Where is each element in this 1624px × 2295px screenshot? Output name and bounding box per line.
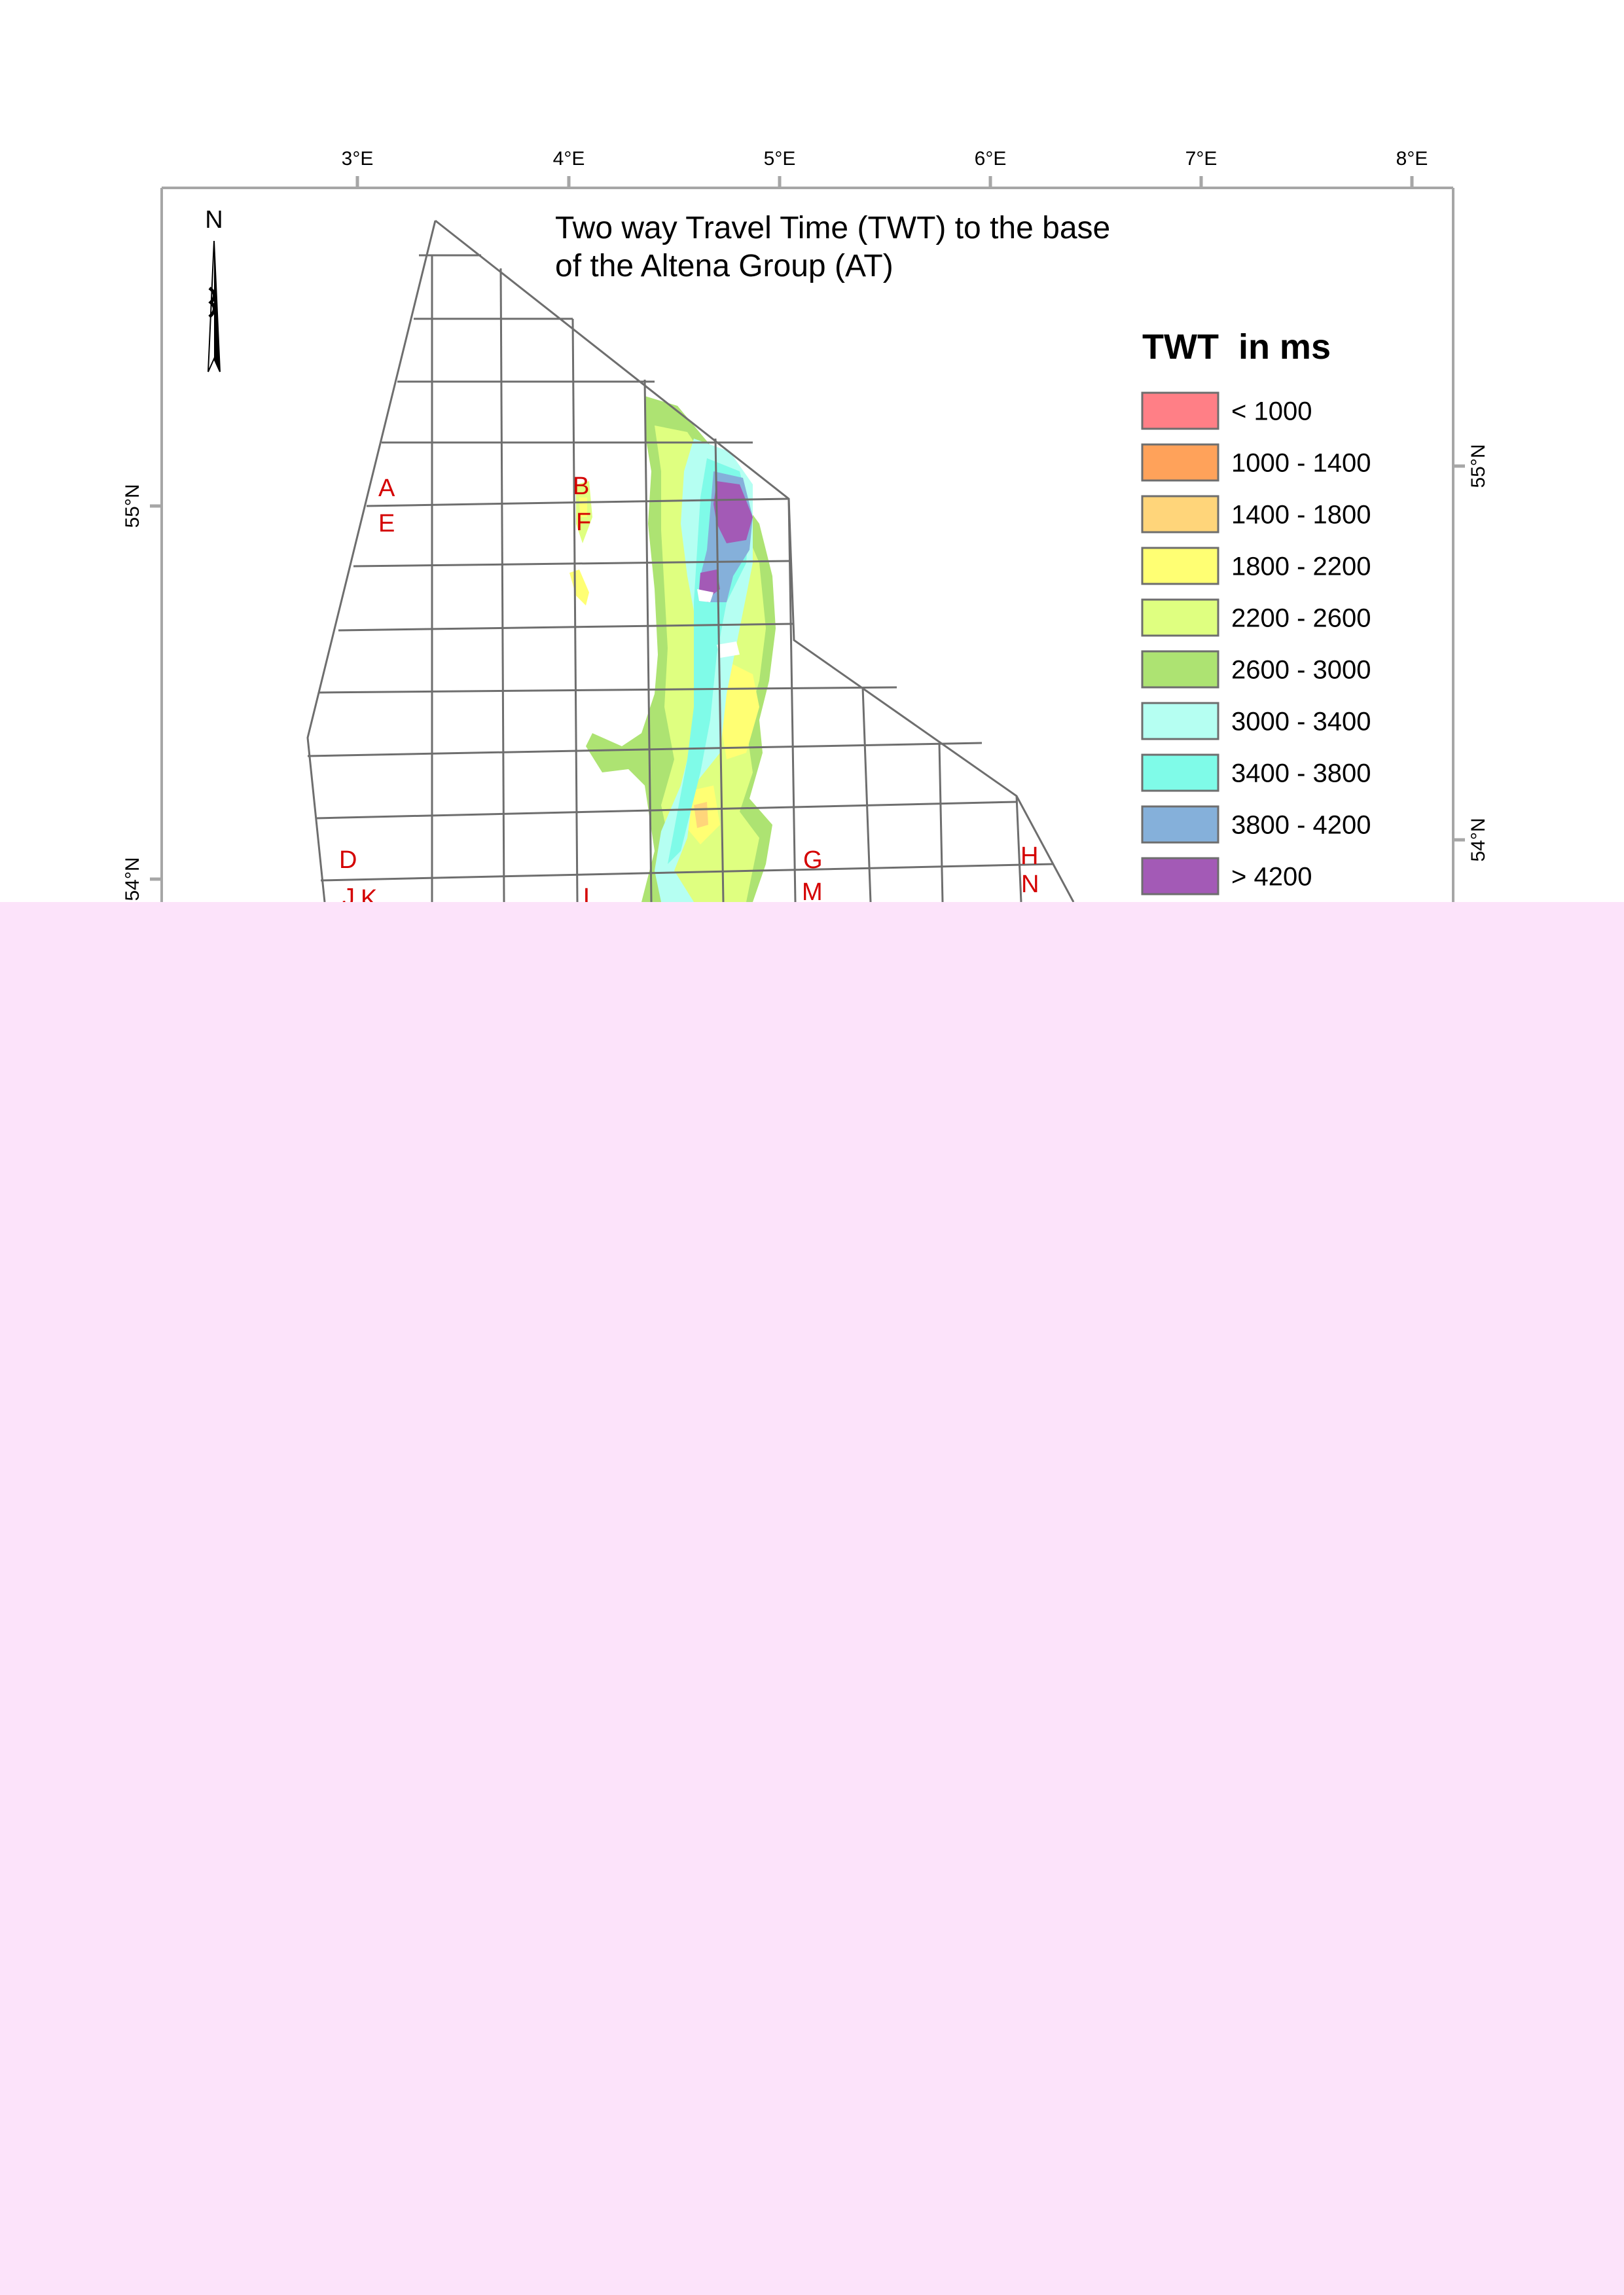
- legend-label: 1800 - 2200: [1231, 552, 1371, 581]
- block-label-n: N: [1021, 871, 1039, 898]
- twt-zone-over-4200: [713, 481, 753, 543]
- legend-swatch: [1141, 702, 1219, 740]
- latitude-labels: 55°N 54°N 55°N 54°N: [122, 444, 1489, 901]
- north-label: N: [205, 206, 223, 234]
- twt-zone-white-hole-2: [717, 642, 740, 658]
- legend: TWT in ms < 1000 1000 - 1400 1400 - 1800 18…: [1141, 327, 1371, 895]
- lon-label-7e: 7°E: [1185, 148, 1218, 170]
- block-label-e: E: [378, 510, 395, 537]
- map-title-line2: of the Altena Group (AT): [555, 249, 893, 283]
- block-label-a: A: [378, 475, 395, 502]
- legend-swatch: [1141, 495, 1219, 533]
- twt-surface: [569, 396, 776, 902]
- legend-swatch: [1141, 753, 1219, 792]
- legend-label: < 1000: [1231, 397, 1312, 426]
- longitude-labels: 3°E 4°E 5°E 6°E 7°E 8°E: [342, 148, 1428, 170]
- block-grid: [306, 219, 1075, 903]
- legend-label: 2200 - 2600: [1231, 604, 1371, 633]
- lon-label-8e: 8°E: [1396, 148, 1428, 170]
- lat-label-55n-right: 55°N: [1468, 444, 1489, 488]
- block-label-h: H: [1020, 842, 1038, 870]
- legend-swatch: [1141, 805, 1219, 844]
- legend-swatch: [1141, 547, 1219, 585]
- block-label-f: F: [576, 509, 591, 536]
- legend-label: > 4200: [1231, 863, 1312, 892]
- legend-label: 1400 - 1800: [1231, 501, 1371, 530]
- legend-swatch: [1141, 857, 1219, 895]
- legend-label: 3000 - 3400: [1231, 708, 1371, 736]
- legend-swatch: [1141, 443, 1219, 482]
- legend-label: 1000 - 1400: [1231, 449, 1371, 478]
- legend-label: 3400 - 3800: [1231, 759, 1371, 788]
- lon-label-3e: 3°E: [342, 148, 374, 170]
- map-title: Two way Travel Time (TWT) to the base of…: [555, 211, 1110, 283]
- pink-overlay-area: [0, 902, 1624, 2295]
- twt-zone-white-hole-1: [697, 589, 713, 602]
- lon-label-4e: 4°E: [553, 148, 585, 170]
- longitude-ticks: [355, 176, 1414, 188]
- map-title-line1: Two way Travel Time (TWT) to the base: [555, 211, 1110, 245]
- block-label-d: D: [339, 846, 357, 874]
- legend-swatch: [1141, 598, 1219, 637]
- legend-items: < 1000 1000 - 1400 1400 - 1800 1800 - 2200 2…: [1141, 391, 1371, 895]
- legend-swatch: [1141, 391, 1219, 430]
- legend-label: 3800 - 4200: [1231, 811, 1371, 840]
- block-label-g: G: [803, 846, 823, 874]
- block-label-m: M: [802, 878, 823, 906]
- latitude-ticks: [150, 464, 1465, 881]
- lat-label-54n-left: 54°N: [122, 857, 143, 901]
- legend-swatch: [1141, 650, 1219, 689]
- legend-label: 2600 - 3000: [1231, 656, 1371, 685]
- twt-zone-west-blob: [569, 569, 589, 605]
- legend-title: TWT in ms: [1142, 327, 1331, 367]
- lon-label-6e: 6°E: [975, 148, 1007, 170]
- lat-label-55n-left: 55°N: [122, 484, 143, 528]
- block-label-b: B: [573, 473, 589, 500]
- lon-label-5e: 5°E: [764, 148, 796, 170]
- north-arrow: N: [205, 206, 223, 372]
- map-frame: [160, 187, 1454, 902]
- lat-label-54n-right: 54°N: [1468, 818, 1489, 861]
